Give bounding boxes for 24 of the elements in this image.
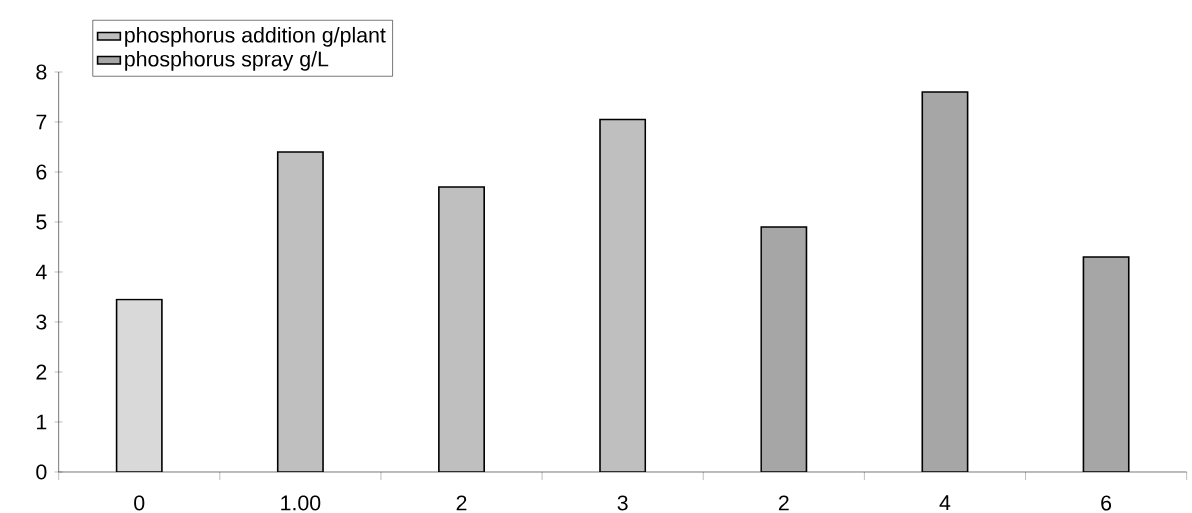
y-tick-label: 0	[36, 464, 47, 480]
legend-label: phosphorus addition g/plant	[125, 26, 386, 47]
x-tick-label: 0	[134, 495, 145, 511]
y-tick-label: 3	[36, 314, 47, 330]
legend-label: phosphorus spray g/L	[125, 50, 329, 71]
bar	[438, 186, 485, 472]
x-tick-label: 1.00	[281, 495, 321, 511]
x-tick-label: 3	[617, 495, 628, 511]
y-tick-label: 2	[36, 364, 47, 380]
y-tick-label: 6	[36, 164, 47, 180]
y-tick-label: 7	[36, 114, 47, 130]
y-tick-label: 5	[36, 214, 47, 230]
x-tick-label: 4	[939, 495, 951, 510]
bar	[1082, 256, 1130, 472]
x-tick-label: 2	[456, 495, 467, 511]
bar	[276, 151, 324, 472]
x-tick-label: 2	[778, 495, 789, 511]
bar	[921, 91, 969, 472]
bar	[599, 118, 647, 472]
y-tick-label: 8	[36, 64, 47, 80]
x-tick-label: 6	[1101, 495, 1112, 511]
bar	[760, 226, 808, 472]
y-tick-label: 4	[35, 264, 47, 280]
y-tick-label: 1	[37, 414, 47, 430]
